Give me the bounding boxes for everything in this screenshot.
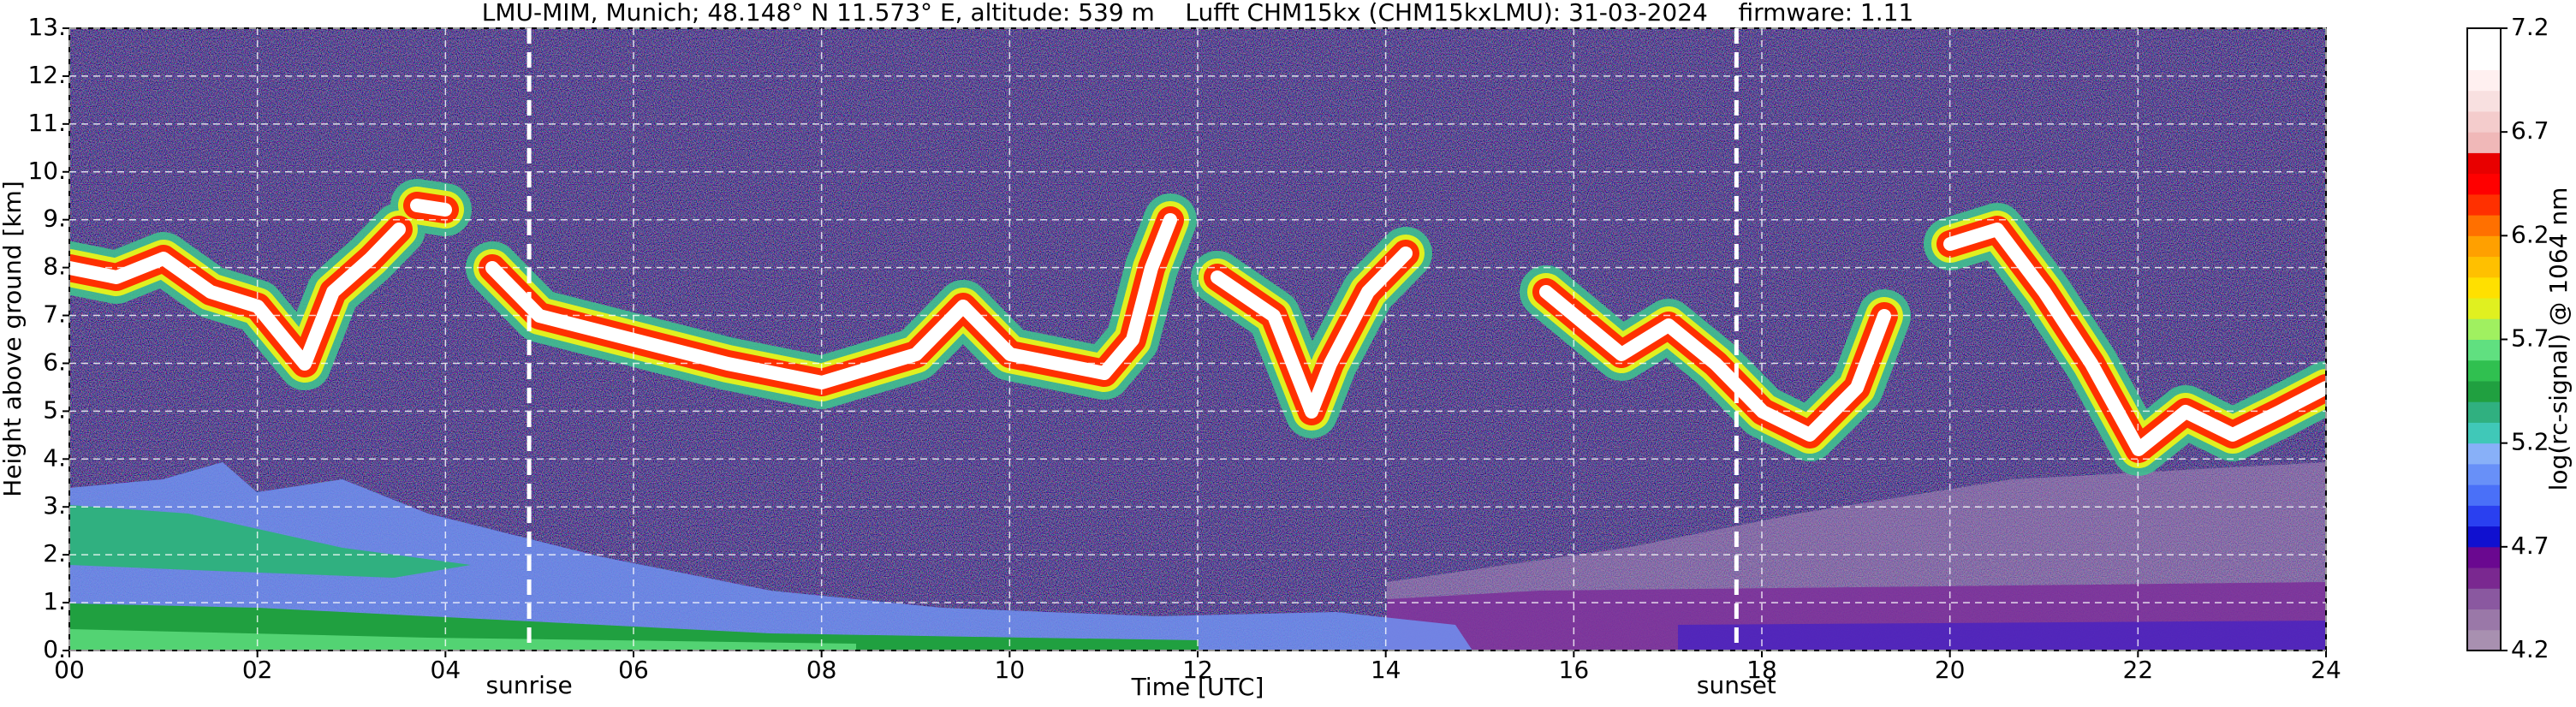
x-tick-label: 06 bbox=[618, 656, 649, 684]
colorbar-tick-label: 4.7 bbox=[2511, 532, 2549, 560]
colorbar-swatch bbox=[2467, 609, 2501, 631]
colorbar-swatch bbox=[2467, 463, 2501, 485]
colorbar-swatch bbox=[2467, 443, 2501, 465]
aerosol-layer bbox=[69, 505, 471, 578]
colorbar-swatch bbox=[2467, 401, 2501, 423]
y-tick-label: 7. bbox=[43, 300, 66, 329]
y-tick-label: 13. bbox=[27, 13, 66, 41]
colorbar-swatch bbox=[2467, 276, 2501, 299]
colorbar-swatch bbox=[2467, 380, 2501, 402]
colorbar-swatch bbox=[2467, 28, 2501, 50]
colorbar-tick-label: 5.7 bbox=[2511, 324, 2549, 353]
x-tick-label: 24 bbox=[2311, 656, 2341, 684]
y-tick-label: 1. bbox=[43, 587, 66, 615]
aerosol-layer bbox=[69, 462, 1472, 651]
y-tick-label: 6. bbox=[43, 348, 66, 376]
x-tick-label: 22 bbox=[2123, 656, 2154, 684]
x-tick-label: 14 bbox=[1371, 656, 1401, 684]
colorbar-swatch bbox=[2467, 567, 2501, 589]
colorbar-swatch bbox=[2467, 484, 2501, 506]
colorbar-swatch bbox=[2467, 69, 2501, 92]
x-tick-label: 08 bbox=[806, 656, 837, 684]
y-tick-label: 8. bbox=[43, 253, 66, 281]
x-axis-label: Time [UTC] bbox=[1131, 673, 1264, 701]
x-tick-label: 00 bbox=[54, 656, 85, 684]
y-tick-label: 9. bbox=[43, 205, 66, 233]
colorbar-swatch bbox=[2467, 110, 2501, 133]
colorbar-label: log(rc-signal) @ 1064 nm bbox=[2544, 187, 2573, 491]
colorbar-swatch bbox=[2467, 359, 2501, 382]
x-tick-label: 12 bbox=[1182, 656, 1213, 684]
x-tick-label: 20 bbox=[1935, 656, 1966, 684]
y-tick-label: 11. bbox=[27, 109, 66, 137]
x-tick-label: 04 bbox=[431, 656, 461, 684]
y-tick-label: 4. bbox=[43, 443, 66, 472]
colorbar-swatch bbox=[2467, 526, 2501, 548]
y-tick-label: 12. bbox=[27, 61, 66, 89]
y-tick-label: 10. bbox=[27, 157, 66, 185]
x-tick-label: 02 bbox=[242, 656, 273, 684]
colorbar-swatch bbox=[2467, 235, 2501, 258]
colorbar-swatch bbox=[2467, 339, 2501, 361]
sun-marker-label: sunset bbox=[1697, 671, 1776, 699]
y-tick-label: 5. bbox=[43, 395, 66, 424]
colorbar-swatch bbox=[2467, 193, 2501, 216]
x-tick-label: 18 bbox=[1746, 656, 1777, 684]
colorbar-swatch bbox=[2467, 215, 2501, 236]
colorbar-swatch bbox=[2467, 422, 2501, 444]
colorbar-tick-label: 7.2 bbox=[2511, 13, 2549, 41]
y-tick-label: 2. bbox=[43, 539, 66, 567]
colorbar-tick-label: 4.2 bbox=[2511, 635, 2549, 663]
colorbar-tick-label: 5.2 bbox=[2511, 428, 2549, 456]
colorbar-swatch bbox=[2467, 49, 2501, 70]
colorbar-swatch bbox=[2467, 256, 2501, 278]
heatmap bbox=[69, 28, 2326, 651]
y-tick-label: 0. bbox=[43, 635, 66, 663]
x-tick-label: 16 bbox=[1559, 656, 1590, 684]
colorbar-swatch bbox=[2467, 588, 2501, 610]
x-tick-label: 10 bbox=[995, 656, 1026, 684]
colorbar-swatch bbox=[2467, 152, 2501, 175]
colorbar-swatch bbox=[2467, 505, 2501, 527]
colorbar-swatch bbox=[2467, 629, 2501, 651]
y-axis-label: Height above ground [km] bbox=[0, 181, 27, 497]
colorbar-swatch bbox=[2467, 173, 2501, 195]
colorbar-tick-label: 6.7 bbox=[2511, 116, 2549, 145]
colorbar-swatch bbox=[2467, 318, 2501, 340]
sun-marker-label: sunrise bbox=[485, 671, 572, 699]
colorbar-swatch bbox=[2467, 132, 2501, 153]
y-tick-label: 3. bbox=[43, 491, 66, 520]
aerosol-layer bbox=[1678, 621, 2326, 651]
colorbar-swatch bbox=[2467, 90, 2501, 112]
chart-title: LMU-MIM, Munich; 48.148° N 11.573° E, al… bbox=[482, 0, 1914, 27]
colorbar-swatch bbox=[2467, 546, 2501, 568]
colorbar-tick-label: 6.2 bbox=[2511, 220, 2549, 248]
colorbar-swatch bbox=[2467, 298, 2501, 319]
aerosol-layer bbox=[69, 629, 856, 651]
